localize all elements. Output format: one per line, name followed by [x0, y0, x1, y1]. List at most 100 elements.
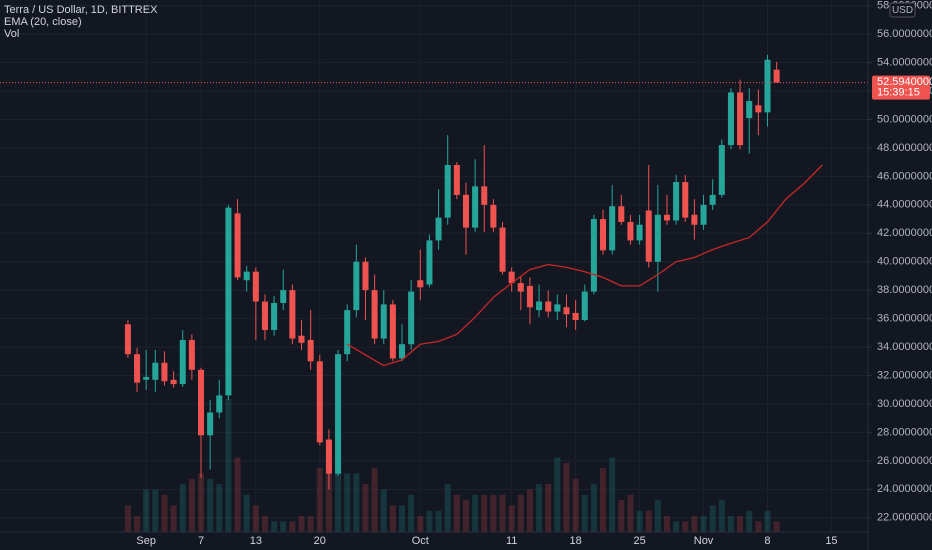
candle-body: [362, 261, 369, 291]
candle-body: [435, 217, 442, 241]
candle-body: [207, 412, 214, 436]
volume-bar: [234, 457, 241, 532]
y-tick-label: 54.00000000: [877, 56, 932, 68]
candle-layer: [124, 54, 780, 490]
volume-bar: [746, 510, 753, 532]
volume-bar: [389, 505, 396, 532]
y-tick-label: 36.00000000: [877, 313, 932, 325]
y-tick-label: 26.00000000: [877, 455, 932, 467]
volume-bar: [627, 494, 634, 532]
volume-bar: [335, 436, 342, 532]
candle-body: [371, 290, 378, 339]
volume-bar: [499, 494, 506, 532]
candle-body: [134, 354, 141, 383]
y-tick-label: 44.00000000: [877, 199, 932, 211]
volume-bar: [362, 484, 369, 532]
candle-body: [508, 271, 515, 284]
volume-bar: [764, 510, 771, 532]
candle-body: [691, 214, 698, 225]
ema-legend: EMA (20, close): [4, 16, 82, 28]
candle-body: [481, 186, 488, 205]
x-tick-label: 13: [250, 535, 262, 547]
x-tick-label: Oct: [412, 535, 429, 547]
last-price-box: [872, 75, 930, 100]
volume-bar: [590, 484, 597, 532]
x-tick-label: 18: [569, 535, 581, 547]
candle-body: [627, 221, 634, 241]
y-tick-label: 56.00000000: [877, 28, 932, 40]
y-tick-label: 46.00000000: [877, 170, 932, 182]
volume-bar: [581, 494, 588, 532]
candle-body: [188, 339, 195, 370]
volume-bar: [691, 516, 698, 532]
y-tick-label: 34.00000000: [877, 341, 932, 353]
candle-body: [408, 291, 415, 345]
candle-body: [746, 100, 753, 119]
candle-body: [170, 379, 177, 385]
candle-body: [316, 361, 323, 443]
chart-title: Terra / US Dollar, 1D, BITTREX: [4, 4, 158, 16]
countdown: 15:39:15: [877, 86, 920, 98]
volume-bar: [600, 468, 607, 532]
volume-legend: Vol: [4, 28, 19, 40]
candle-body: [444, 165, 451, 218]
candle-body: [673, 182, 680, 221]
candle-body: [197, 369, 205, 436]
volume-bar: [325, 452, 332, 532]
volume-bar: [490, 494, 497, 532]
volume-bar: [207, 478, 214, 532]
volume-bar: [408, 494, 415, 532]
volume-bar: [462, 500, 469, 532]
y-tick-label: 28.00000000: [877, 426, 932, 438]
volume-bar: [554, 457, 561, 532]
candle-body: [234, 213, 241, 278]
volume-bar: [718, 500, 725, 532]
candle-body: [417, 280, 424, 288]
candle-body: [389, 304, 396, 359]
candle-body: [526, 285, 533, 308]
volume-bar: [663, 516, 671, 532]
volume-bar: [243, 494, 250, 532]
candle-body: [663, 214, 671, 221]
volume-bar: [618, 500, 625, 532]
x-tick-label: 15: [825, 535, 837, 547]
candle-body: [143, 376, 150, 380]
candle-body: [618, 206, 625, 222]
y-tick-label: 42.00000000: [877, 227, 932, 239]
volume-bar: [645, 510, 652, 532]
volume-bar: [399, 505, 406, 532]
volume-layer: [124, 399, 780, 532]
last-price-label: 52.59400000: [877, 76, 932, 88]
currency-label: USD: [892, 5, 913, 16]
candle-body: [572, 312, 579, 321]
candle-body: [216, 395, 223, 413]
candle-body: [636, 224, 643, 241]
grid: [0, 0, 868, 532]
volume-bar: [143, 489, 150, 532]
volume-bar: [609, 457, 616, 532]
volume-bar: [700, 516, 707, 532]
candle-body: [517, 283, 524, 292]
volume-bar: [316, 468, 323, 532]
y-tick-label: 24.00000000: [877, 483, 932, 495]
x-tick-label: 7: [198, 535, 204, 547]
volume-bar: [673, 521, 680, 532]
volume-bar: [188, 478, 195, 532]
candle-body: [709, 194, 716, 205]
volume-bar: [435, 510, 442, 532]
x-tick-label: 20: [314, 535, 326, 547]
candle-body: [124, 324, 131, 355]
volume-bar: [773, 521, 780, 532]
y-tick-label: 38.00000000: [877, 284, 932, 296]
candle-body: [289, 290, 296, 339]
volume-bar: [298, 516, 305, 532]
volume-bar: [261, 516, 268, 532]
volume-bar: [709, 505, 716, 532]
volume-bar: [216, 484, 223, 532]
candle-body: [380, 304, 387, 339]
volume-bar: [563, 462, 570, 532]
volume-bar: [472, 494, 479, 532]
volume-bar: [353, 473, 360, 532]
